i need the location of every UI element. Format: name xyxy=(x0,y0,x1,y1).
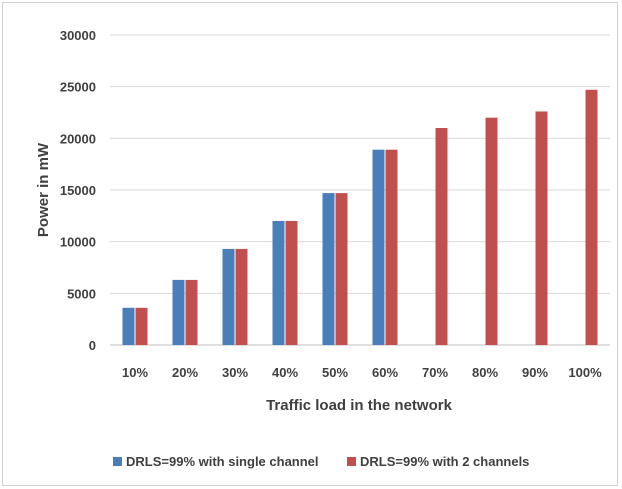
bars xyxy=(122,89,598,346)
y-tick-label: 20000 xyxy=(60,131,96,146)
y-tick-label: 30000 xyxy=(60,28,96,43)
bar-two-channels-10pct xyxy=(135,307,148,345)
x-axis-title: Traffic load in the network xyxy=(266,397,453,414)
x-tick-label: 30% xyxy=(222,365,248,380)
y-tick-label: 5000 xyxy=(67,286,96,301)
bar-two-channels-60pct xyxy=(385,149,398,345)
x-tick-labels: 10% 20% 30% 40% 50% 60% 70% 80% 90% 100% xyxy=(122,365,602,380)
y-tick-label: 15000 xyxy=(60,183,96,198)
x-tick-label: 40% xyxy=(272,365,298,380)
legend: DRLS=99% with single channel DRLS=99% wi… xyxy=(113,454,529,469)
bar-single-channel-30pct xyxy=(222,248,235,345)
bar-single-channel-50pct xyxy=(322,193,335,345)
x-tick-label: 60% xyxy=(372,365,398,380)
legend-swatch-two-channels xyxy=(347,457,356,466)
x-tick-label: 90% xyxy=(522,365,548,380)
bar-single-channel-60pct xyxy=(372,149,385,345)
bar-two-channels-50pct xyxy=(335,193,348,345)
bar-two-channels-80pct xyxy=(485,117,498,346)
y-tick-label: 0 xyxy=(89,338,96,353)
legend-label-two-channels: DRLS=99% with 2 channels xyxy=(360,454,529,469)
y-tick-label: 10000 xyxy=(60,235,96,250)
y-tick-label: 25000 xyxy=(60,80,96,95)
legend-label-single-channel: DRLS=99% with single channel xyxy=(126,454,319,469)
bar-single-channel-40pct xyxy=(272,221,285,345)
x-tick-label: 80% xyxy=(472,365,498,380)
x-tick-label: 20% xyxy=(172,365,198,380)
bar-two-channels-70pct xyxy=(435,128,448,345)
y-tick-labels: 0 5000 10000 15000 20000 25000 30000 xyxy=(60,28,96,353)
bar-two-channels-30pct xyxy=(235,248,248,345)
bar-two-channels-40pct xyxy=(285,221,298,345)
x-tick-label: 50% xyxy=(322,365,348,380)
bar-two-channels-20pct xyxy=(185,279,198,345)
bar-single-channel-20pct xyxy=(172,279,185,345)
y-axis-title: Power in mW xyxy=(35,142,52,237)
bar-two-channels-90pct xyxy=(535,111,548,345)
gridlines xyxy=(110,34,610,346)
bar-single-channel-10pct xyxy=(122,307,135,345)
legend-swatch-single-channel xyxy=(113,457,122,466)
x-tick-label: 100% xyxy=(568,365,602,380)
bar-two-channels-100pct xyxy=(585,89,598,346)
x-tick-label: 70% xyxy=(422,365,448,380)
x-tick-label: 10% xyxy=(122,365,148,380)
